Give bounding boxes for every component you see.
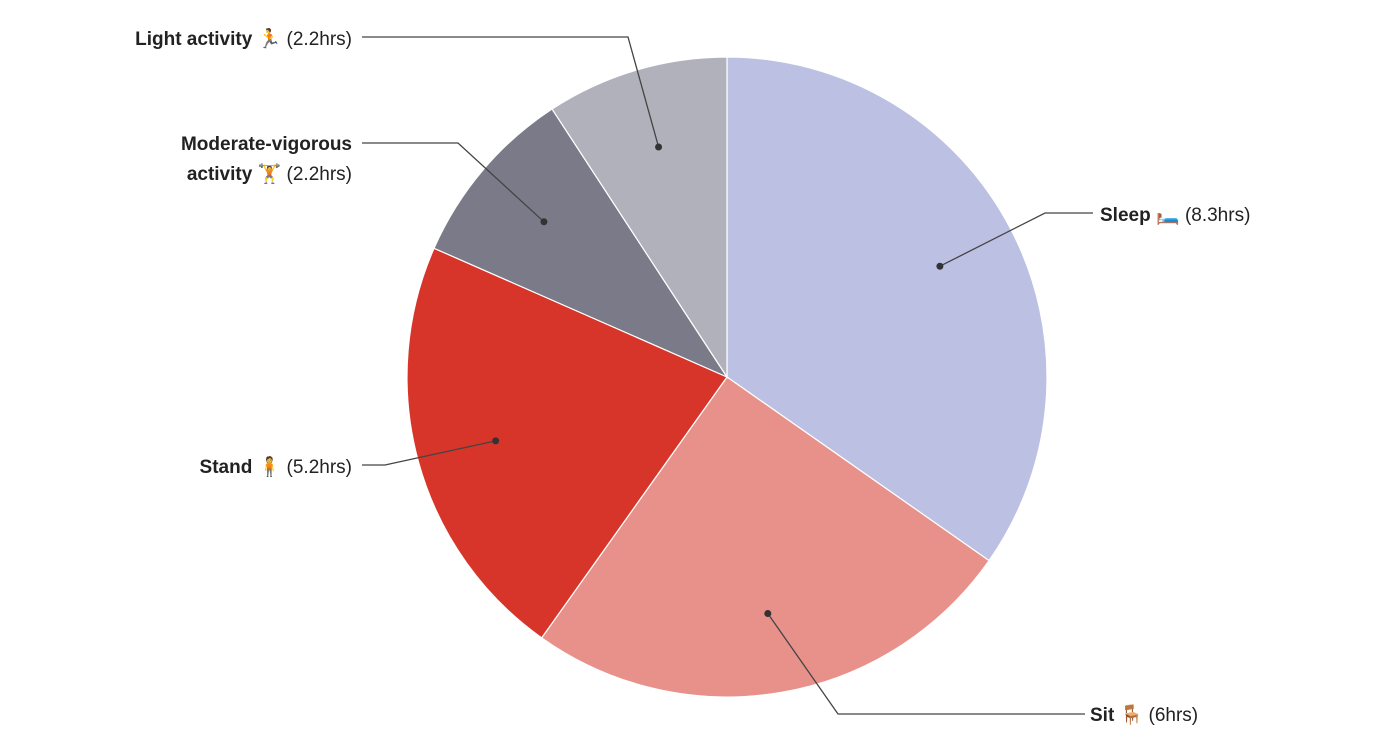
- category-name: Sit: [1090, 705, 1115, 726]
- pie-slice: [726, 56, 1048, 562]
- category-icon: 🧍: [257, 457, 282, 478]
- leader-dot: [764, 610, 772, 618]
- pie-slice: [406, 247, 728, 639]
- category-name: Sleep: [1100, 205, 1151, 226]
- slice-label: Sit 🪑 (6hrs): [1090, 701, 1198, 731]
- leader-line: [362, 36, 660, 148]
- slice-label: Stand 🧍 (5.2hrs): [200, 453, 352, 483]
- leader-line: [362, 142, 545, 223]
- value-label: (2.2hrs): [286, 164, 352, 185]
- value-label: (8.3hrs): [1184, 205, 1251, 226]
- slice-label: Sleep 🛏️ (8.3hrs): [1100, 201, 1250, 231]
- pie-slice: [551, 56, 728, 380]
- leader-dot: [492, 437, 500, 445]
- category-icon: 🛏️: [1155, 205, 1180, 226]
- leader-dot: [540, 218, 548, 226]
- slice-label: Moderate-vigorous activity 🏋️ (2.2hrs): [137, 130, 352, 190]
- category-icon: 🏃: [257, 29, 282, 50]
- leader-line: [767, 613, 1085, 715]
- leader-line: [939, 212, 1093, 267]
- slice-label: Light activity 🏃 (2.2hrs): [135, 25, 352, 55]
- value-label: (6hrs): [1148, 705, 1199, 726]
- category-icon: 🏋️: [257, 164, 282, 185]
- category-name: Moderate-vigorous activity: [180, 134, 352, 185]
- value-label: (2.2hrs): [286, 29, 352, 50]
- leader-dot: [936, 262, 944, 270]
- pie-slice: [433, 108, 729, 379]
- leader-line: [362, 440, 496, 466]
- value-label: (5.2hrs): [286, 457, 352, 478]
- leader-dot: [655, 143, 663, 151]
- category-name: Stand: [199, 457, 253, 478]
- pie-slice: [540, 376, 990, 698]
- category-name: Light activity: [135, 29, 253, 50]
- category-icon: 🪑: [1119, 705, 1144, 726]
